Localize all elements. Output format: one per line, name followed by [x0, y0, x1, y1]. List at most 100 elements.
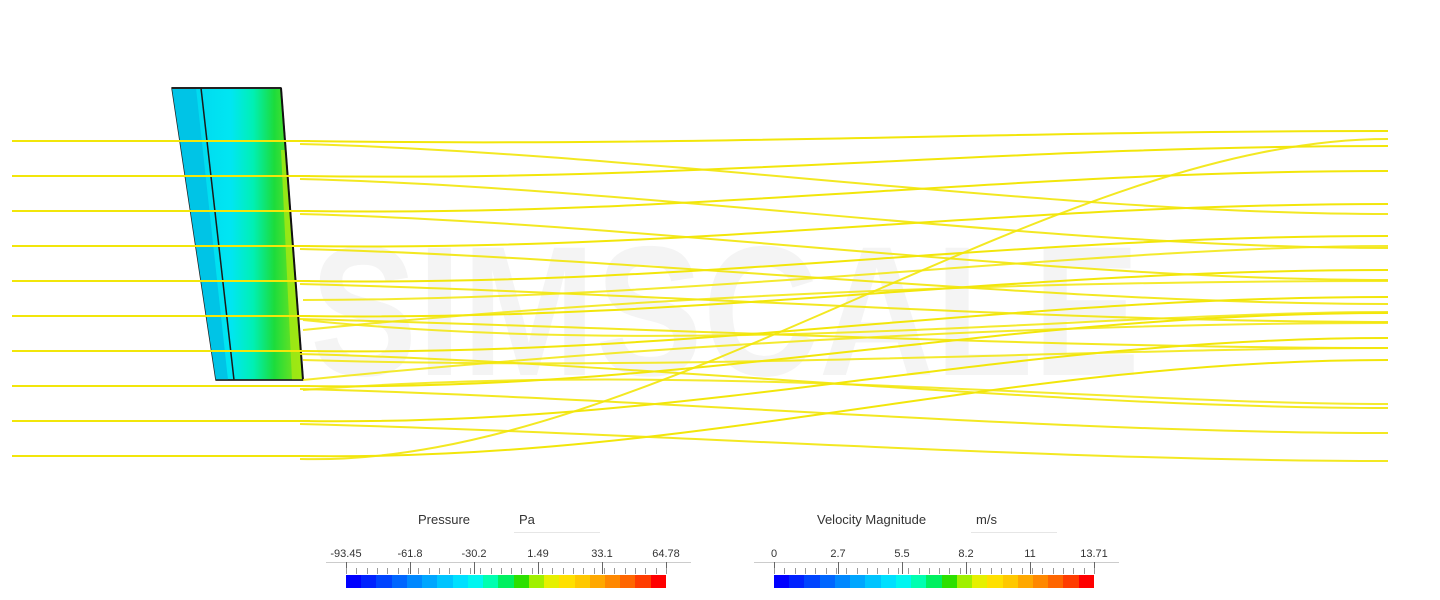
legend-minor-tick — [774, 568, 775, 574]
color-bar-segment — [544, 575, 560, 588]
color-bar-segment — [941, 575, 957, 588]
color-bar-segment — [789, 575, 805, 588]
legend-minor-tick — [1073, 568, 1075, 574]
legend-tick-label: 5.5 — [894, 548, 910, 560]
legend-minor-tick — [490, 568, 492, 574]
color-bar-segment — [834, 575, 851, 588]
streamline — [299, 388, 1389, 434]
legend-minor-tick — [583, 568, 585, 574]
color-bar-segment — [620, 575, 636, 588]
color-bar-segment — [467, 575, 484, 588]
streamline — [299, 248, 1389, 305]
legend-tick-label: 2.7 — [830, 548, 846, 560]
streamline — [299, 145, 1389, 178]
legend-minor-tick — [604, 568, 606, 574]
color-bar-segment — [513, 575, 529, 588]
streamline — [299, 283, 1389, 323]
legend-minor-tick — [645, 568, 647, 574]
legend-minor-tick — [959, 568, 961, 574]
streamline — [302, 280, 1389, 331]
legend-scale-line — [754, 562, 1119, 563]
legend-tick-label: 64.78 — [652, 548, 680, 560]
legend-minor-tick — [804, 568, 806, 574]
streamline — [299, 178, 1389, 249]
streamline — [299, 337, 1389, 423]
color-bar-segment — [498, 575, 514, 588]
color-bar-segment — [452, 575, 468, 588]
streamline — [299, 235, 1389, 283]
legend-minor-tick — [593, 568, 595, 574]
legend-major-tick — [538, 562, 539, 574]
legend-tick-label: 8.2 — [958, 548, 974, 560]
wing-geometry[interactable] — [171, 87, 304, 381]
legend-minor-tick — [980, 568, 982, 574]
legend-minor-tick — [511, 568, 513, 574]
legend-minor-tick — [794, 568, 796, 574]
color-bar-segment — [1048, 575, 1064, 588]
legend-minor-tick — [784, 568, 786, 574]
streamline — [302, 347, 1389, 365]
color-bar-segment — [911, 575, 927, 588]
color-bar-segment — [850, 575, 866, 588]
color-bar-segment — [865, 575, 881, 588]
streamline — [299, 130, 1389, 144]
legend-major-tick — [902, 562, 903, 574]
legend-minor-tick — [531, 568, 533, 574]
streamline — [299, 143, 1389, 215]
color-bar-segment — [880, 575, 896, 588]
legend-minor-tick — [970, 568, 972, 574]
legend-minor-tick — [877, 568, 879, 574]
legend-minor-tick — [480, 568, 482, 574]
legend-minor-tick — [521, 568, 523, 574]
legend-minor-tick — [407, 568, 409, 574]
legend-minor-tick — [666, 568, 667, 574]
color-bar-segment — [895, 575, 912, 588]
color-bar-segment — [528, 575, 545, 588]
legend-minor-tick — [1021, 568, 1023, 574]
legend-unit: Pa — [519, 512, 535, 527]
streamline — [299, 318, 1389, 349]
legend-major-tick — [838, 562, 839, 574]
color-bar-segment — [437, 575, 453, 588]
streamlines — [12, 130, 1389, 462]
legend-minor-tick — [990, 568, 992, 574]
legend-minor-tick — [438, 568, 440, 574]
color-bar-segment — [483, 575, 499, 588]
legend-unit: m/s — [976, 512, 997, 527]
streamline — [299, 296, 1389, 353]
legend-minor-tick — [835, 568, 837, 574]
color-bar-segment — [804, 575, 820, 588]
legend-tick-label: 11 — [1024, 548, 1036, 560]
legend-minor-tick — [346, 568, 347, 574]
color-bar-segment — [1063, 575, 1079, 588]
legend-minor-tick — [1094, 568, 1095, 574]
legend-unit-underline — [971, 532, 1057, 533]
legend-minor-tick — [1001, 568, 1003, 574]
legend-minor-tick — [449, 568, 451, 574]
color-bar-segment — [774, 575, 790, 588]
legend-minor-tick — [815, 568, 817, 574]
color-bar-segment — [956, 575, 973, 588]
pressure-color-bar — [346, 575, 666, 588]
legend-minor-tick — [376, 568, 378, 574]
streamline — [302, 378, 1389, 405]
legend-minor-tick — [500, 568, 502, 574]
legend-minor-tick — [655, 568, 657, 574]
color-bar-segment — [926, 575, 942, 588]
color-bar-segment — [589, 575, 605, 588]
velocity-color-bar — [774, 575, 1094, 588]
legend-minor-tick — [459, 568, 461, 574]
legend-tick-label: 1.49 — [527, 548, 549, 560]
streamline — [299, 213, 1389, 281]
legend-major-tick — [966, 562, 967, 574]
legend-minor-tick — [825, 568, 827, 574]
color-bar-segment — [346, 575, 362, 588]
streamline — [299, 170, 1389, 213]
legend-minor-tick — [887, 568, 889, 574]
legend-minor-tick — [1063, 568, 1065, 574]
legend-unit-underline — [514, 532, 600, 533]
legend-minor-tick — [918, 568, 920, 574]
legend-minor-tick — [469, 568, 471, 574]
legend-minor-tick — [387, 568, 389, 574]
